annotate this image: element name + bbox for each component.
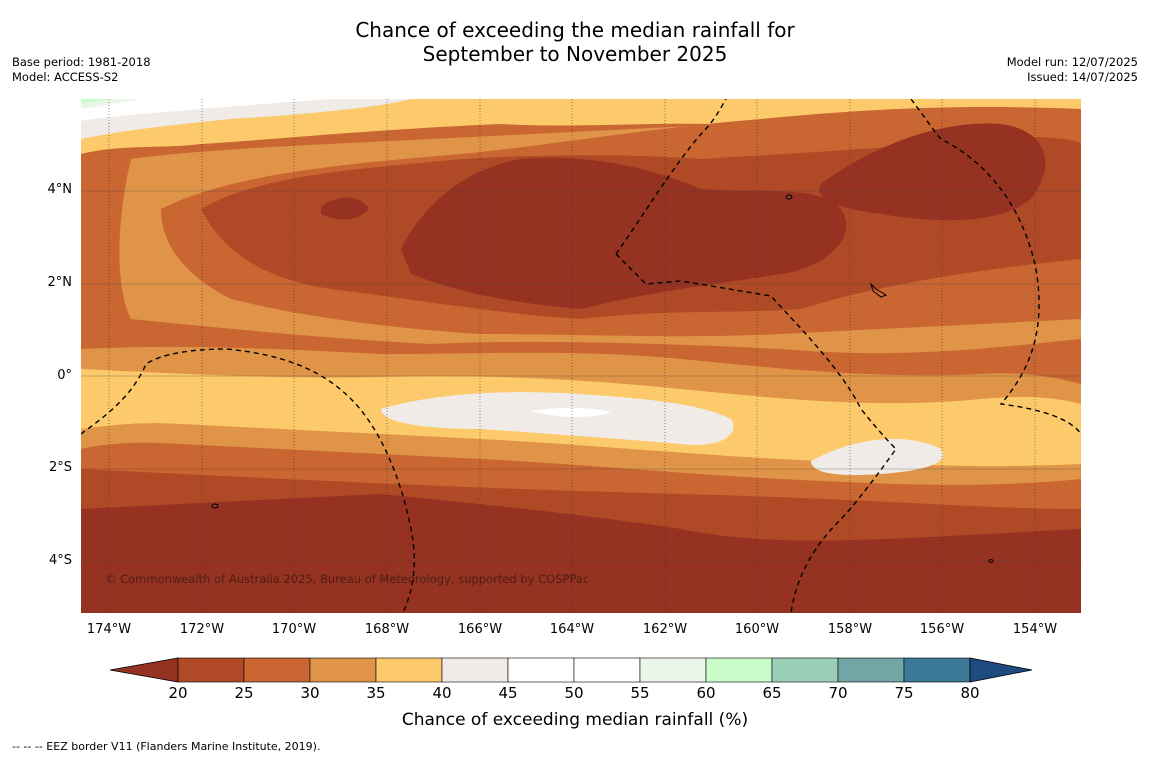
right-meta: Model run: 12/07/2025 Issued: 14/07/2025 [1007,55,1138,85]
lat-tick-4s: 4°S [48,553,72,568]
colorbar-label: Chance of exceeding median rainfall (%) [401,710,749,730]
lat-tick-2n: 2°N [47,275,73,290]
cb-tick-70: 70 [828,684,848,702]
cb-tick-45: 45 [498,684,518,702]
model-run-text: Model run: 12/07/2025 [1006,55,1138,69]
lon-tick-174w: 174°W [86,622,132,637]
band-40-45-east [811,438,943,476]
lon-tick-154w: 154°W [1012,622,1058,637]
cb-tick-30: 30 [300,684,320,702]
title-line-1: Chance of exceeding the median rainfall … [355,18,795,42]
base-period-text: Base period: 1981-2018 [12,55,151,69]
cb-tick-75: 75 [894,684,914,702]
lon-tick-160w: 160°W [734,622,780,637]
cb-tick-60: 60 [696,684,716,702]
lon-tick-164w: 164°W [549,622,595,637]
colorbar-segment [837,657,905,683]
colorbar-arrow-high [969,657,1033,683]
lon-tick-166w: 166°W [457,622,503,637]
colorbar-segment [507,657,575,683]
cb-tick-40: 40 [432,684,452,702]
lon-tick-156w: 156°W [919,622,965,637]
band-40-45-equator [381,392,734,445]
map-svg: © Commonwealth of Australia 2025, Bureau… [81,99,1081,613]
colorbar-segment [771,657,839,683]
colorbar-segment [573,657,641,683]
band-60-65-north [81,99,111,103]
title-line-2: September to November 2025 [422,42,728,66]
colorbar [109,656,1042,684]
eez-borders [81,99,1081,613]
cb-tick-35: 35 [366,684,386,702]
issued-text: Issued: 14/07/2025 [1027,70,1138,84]
cb-tick-25: 25 [234,684,254,702]
lat-tick-4n: 4°N [47,182,73,197]
colorbar-svg [109,657,1033,683]
cb-tick-20: 20 [168,684,188,702]
band-under-20-northeast [819,123,1046,221]
colorbar-segment [243,657,311,683]
band-under-20-core [401,157,847,309]
latitude-gridlines [81,190,1081,562]
lon-tick-162w: 162°W [642,622,688,637]
copyright-text: © Commonwealth of Australia 2025, Bureau… [105,572,589,586]
islands [211,194,994,563]
colorbar-segment [639,657,707,683]
band-45-60-north [81,99,331,121]
lon-tick-172w: 172°W [179,622,225,637]
left-meta: Base period: 1981-2018 Model: ACCESS-S2 [12,55,151,85]
band-55-60-north [81,99,141,109]
cb-tick-80: 80 [960,684,980,702]
colorbar-segment [441,657,509,683]
lon-tick-158w: 158°W [827,622,873,637]
cb-tick-50: 50 [564,684,584,702]
lon-tick-170w: 170°W [271,622,317,637]
colorbar-segment [705,657,773,683]
band-45-50-equator [531,407,611,418]
map-title: Chance of exceeding the median rainfall … [0,18,1150,66]
lat-tick-2s: 2°S [48,460,72,475]
colorbar-segment [375,657,443,683]
band-35-40-north [81,99,1081,154]
colorbar-segment [903,657,971,683]
cb-tick-55: 55 [630,684,650,702]
rainfall-map: © Commonwealth of Australia 2025, Bureau… [81,99,1081,613]
band-under-20-south [81,494,1081,613]
lon-tick-168w: 168°W [364,622,410,637]
band-under-20-west [321,197,369,220]
cb-tick-65: 65 [762,684,782,702]
lat-tick-0: 0° [57,368,72,383]
model-text: Model: ACCESS-S2 [12,70,119,84]
colorbar-segment [177,657,245,683]
colorbar-arrow-low [109,657,179,683]
eez-footnote: -- -- -- EEZ border V11 (Flanders Marine… [12,740,321,753]
colorbar-segment [309,657,377,683]
